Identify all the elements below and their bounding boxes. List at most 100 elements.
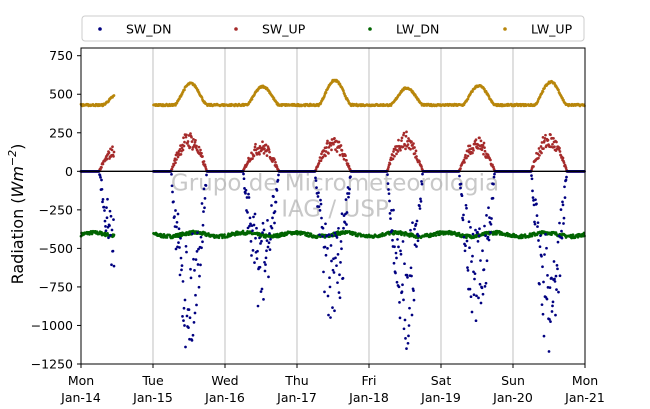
point-sw-dn — [492, 182, 495, 186]
point-sw-up — [267, 148, 271, 151]
point-sw-dn — [388, 212, 392, 215]
point-sw-dn — [486, 235, 490, 239]
legend-label: SW_UP — [262, 22, 306, 37]
point-sw-dn — [465, 206, 468, 210]
point-sw-dn — [410, 313, 414, 317]
point-sw-up — [333, 136, 336, 140]
point-sw-dn — [477, 296, 480, 300]
point-sw-up — [471, 147, 475, 150]
point-sw-dn — [420, 182, 424, 186]
point-sw-dn — [391, 238, 394, 242]
point-sw-dn — [404, 337, 407, 340]
point-sw-dn — [180, 268, 183, 272]
point-sw-dn — [347, 192, 351, 195]
point-sw-dn — [390, 209, 393, 212]
x-tick-date: Jan-21 — [564, 390, 605, 405]
point-sw-dn — [466, 266, 469, 269]
point-sw-dn — [249, 222, 252, 226]
point-sw-dn — [530, 177, 534, 181]
point-lw-dn — [354, 231, 357, 235]
point-sw-up — [474, 138, 478, 142]
point-sw-dn — [477, 234, 481, 238]
point-sw-dn — [105, 216, 109, 220]
point-sw-up — [399, 148, 402, 152]
point-sw-up — [545, 144, 548, 147]
point-sw-dn — [347, 195, 350, 199]
point-sw-dn — [474, 319, 478, 323]
point-sw-dn — [246, 211, 249, 214]
point-sw-up — [183, 140, 186, 144]
point-sw-dn — [542, 334, 546, 338]
axes: Mon Jan-14 Tue Jan-15 Wed Jan-16 Thu Jan-17 Fri J… — [31, 48, 605, 405]
point-lw-dn — [523, 233, 527, 236]
point-sw-dn — [318, 209, 322, 212]
point-lw-up — [112, 94, 116, 97]
point-sw-dn — [202, 210, 205, 213]
point-sw-dn — [342, 226, 345, 230]
point-sw-dn — [407, 324, 411, 327]
point-sw-up — [330, 148, 333, 152]
point-sw-up — [176, 155, 180, 159]
point-sw-dn — [409, 228, 412, 232]
point-sw-dn — [111, 249, 115, 253]
point-sw-up — [491, 163, 494, 167]
x-tick-date: Jan-16 — [204, 390, 245, 405]
point-sw-dn — [176, 212, 180, 216]
point-sw-dn — [386, 182, 390, 186]
plot-frame — [80, 47, 586, 365]
point-sw-dn — [396, 238, 399, 241]
x-tick-day: Sun — [501, 373, 525, 388]
point-sw-up — [479, 139, 483, 143]
point-sw-dn — [534, 198, 537, 202]
point-sw-up — [334, 148, 337, 151]
point-sw-dn — [101, 198, 105, 201]
point-lw-dn — [530, 234, 534, 238]
point-sw-up — [111, 145, 114, 149]
point-sw-up — [391, 157, 395, 161]
point-sw-dn — [464, 244, 467, 248]
point-sw-up — [182, 144, 186, 148]
point-sw-dn — [555, 288, 558, 292]
point-sw-dn — [243, 187, 246, 190]
point-sw-dn — [248, 216, 252, 220]
point-sw-dn — [557, 290, 560, 294]
point-sw-up — [195, 144, 198, 148]
point-sw-dn — [255, 257, 259, 260]
point-sw-up — [263, 147, 266, 151]
point-sw-up — [253, 145, 257, 149]
point-sw-up — [182, 136, 185, 140]
point-sw-dn — [189, 276, 193, 280]
point-sw-up — [387, 165, 390, 169]
point-sw-dn — [242, 172, 245, 176]
point-sw-up — [332, 142, 335, 146]
point-sw-up — [337, 140, 341, 144]
point-sw-dn — [530, 174, 533, 177]
point-sw-up — [190, 135, 193, 139]
point-sw-dn — [562, 216, 566, 220]
point-sw-dn — [536, 221, 540, 225]
point-sw-dn — [489, 231, 492, 234]
point-sw-dn — [333, 309, 336, 313]
x-tick-date: Jan-17 — [276, 390, 317, 405]
point-sw-dn — [184, 345, 187, 349]
point-sw-dn — [263, 269, 267, 273]
point-sw-dn — [460, 194, 464, 198]
point-sw-up — [107, 151, 111, 155]
point-sw-dn — [556, 240, 560, 244]
point-sw-dn — [249, 240, 253, 243]
x-tick-day: Wed — [211, 373, 238, 388]
point-sw-dn — [266, 219, 269, 222]
point-lw-dn — [309, 232, 313, 236]
point-lw-dn — [103, 231, 107, 235]
point-lw-up — [487, 95, 491, 98]
point-sw-dn — [536, 225, 539, 228]
point-sw-up — [489, 158, 492, 162]
point-sw-dn — [561, 203, 565, 207]
point-sw-dn — [462, 235, 466, 239]
point-sw-dn — [548, 286, 552, 289]
legend-marker — [234, 27, 238, 31]
point-sw-dn — [476, 239, 480, 243]
x-tick-date: Jan-18 — [348, 390, 389, 405]
point-sw-dn — [393, 245, 396, 249]
point-sw-dn — [255, 226, 258, 230]
